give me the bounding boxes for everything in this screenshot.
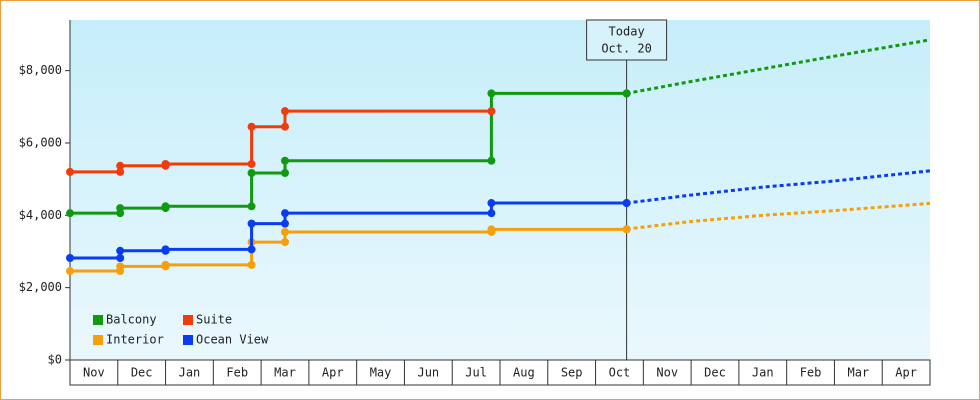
point <box>247 169 256 177</box>
point <box>281 122 289 131</box>
legend-swatch <box>93 335 103 345</box>
x-tick-label: Nov <box>656 366 678 380</box>
x-tick-label: Jan <box>179 366 201 380</box>
point <box>116 167 125 176</box>
x-tick-label: Jan <box>752 366 774 380</box>
projection-line <box>626 201 931 231</box>
y-tick-label: $6,000 <box>19 135 62 149</box>
point <box>247 122 256 131</box>
point <box>116 254 125 262</box>
point <box>66 254 74 262</box>
legend-swatch <box>183 335 193 345</box>
point <box>622 89 631 98</box>
x-tick-label: Dec <box>131 366 153 380</box>
point <box>161 202 170 211</box>
point <box>66 267 74 276</box>
point <box>281 107 289 116</box>
legend-swatch <box>183 315 193 325</box>
projection-line <box>626 38 931 95</box>
x-tick-label: Jun <box>417 366 439 380</box>
legend-label: Balcony <box>106 313 157 327</box>
point <box>161 260 170 269</box>
projection-line <box>626 169 931 205</box>
today-label: Oct. 20 <box>601 42 652 56</box>
point <box>116 246 125 255</box>
point <box>66 167 74 176</box>
x-tick-label: Dec <box>704 366 726 380</box>
y-tick-label: $0 <box>48 353 62 367</box>
y-tick-label: $2,000 <box>19 280 62 294</box>
point <box>622 199 631 208</box>
point <box>487 89 496 98</box>
point <box>281 227 289 236</box>
legend-label: Interior <box>106 333 164 347</box>
point <box>66 209 74 218</box>
point <box>487 225 496 234</box>
point <box>281 209 289 218</box>
x-tick-label: Jul <box>465 366 487 380</box>
point <box>487 107 496 116</box>
x-tick-label: Feb <box>226 366 248 380</box>
point <box>116 262 125 271</box>
legend-label: Ocean View <box>196 333 269 347</box>
legend-label: Suite <box>196 313 232 327</box>
x-tick-label: Feb <box>800 366 822 380</box>
point <box>116 161 125 170</box>
point <box>247 245 256 254</box>
point <box>247 219 256 228</box>
today-box <box>586 19 668 61</box>
point <box>487 156 496 165</box>
y-tick-label: $4,000 <box>19 208 62 222</box>
point <box>281 238 289 247</box>
x-tick-label: Mar <box>847 366 869 380</box>
today-label: Today <box>609 25 645 39</box>
y-tick-label: $8,000 <box>19 63 62 77</box>
point <box>161 245 170 254</box>
point <box>622 225 631 234</box>
point <box>247 260 256 269</box>
plot-area <box>70 20 930 360</box>
point <box>281 156 289 165</box>
x-tick-label: Nov <box>83 366 105 380</box>
point <box>116 204 125 213</box>
legend-swatch <box>93 315 103 325</box>
x-tick-label: Apr <box>895 366 917 380</box>
point <box>247 202 256 211</box>
point <box>487 199 496 208</box>
point <box>487 209 496 218</box>
point <box>161 159 170 168</box>
x-tick-label: Mar <box>274 366 296 380</box>
x-tick-label: May <box>370 366 392 380</box>
point <box>247 159 256 168</box>
point <box>281 169 289 177</box>
x-tick-label: Oct <box>609 366 631 380</box>
x-tick-label: Apr <box>322 366 344 380</box>
point <box>281 219 289 228</box>
x-tick-label: Aug <box>513 366 535 380</box>
x-tick-label: Sep <box>561 366 583 380</box>
